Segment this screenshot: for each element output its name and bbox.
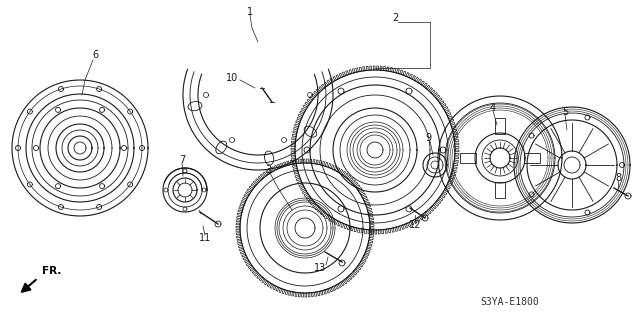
- Text: 11: 11: [199, 233, 211, 243]
- Text: 6: 6: [92, 50, 98, 60]
- Text: S3YA-E1800: S3YA-E1800: [481, 297, 540, 307]
- Text: 9: 9: [425, 133, 431, 143]
- Text: 10: 10: [226, 73, 238, 83]
- Text: 12: 12: [409, 220, 421, 230]
- Bar: [495, 118, 505, 134]
- Bar: [460, 153, 476, 163]
- Text: 1: 1: [247, 7, 253, 17]
- Text: 13: 13: [314, 263, 326, 273]
- Text: 3: 3: [265, 165, 271, 175]
- Text: 2: 2: [392, 13, 398, 23]
- Text: 8: 8: [615, 173, 621, 183]
- Text: 4: 4: [490, 103, 496, 113]
- Bar: [495, 182, 505, 198]
- Text: 5: 5: [562, 107, 568, 117]
- Bar: [524, 153, 540, 163]
- Text: FR.: FR.: [42, 266, 61, 276]
- Text: 7: 7: [179, 155, 185, 165]
